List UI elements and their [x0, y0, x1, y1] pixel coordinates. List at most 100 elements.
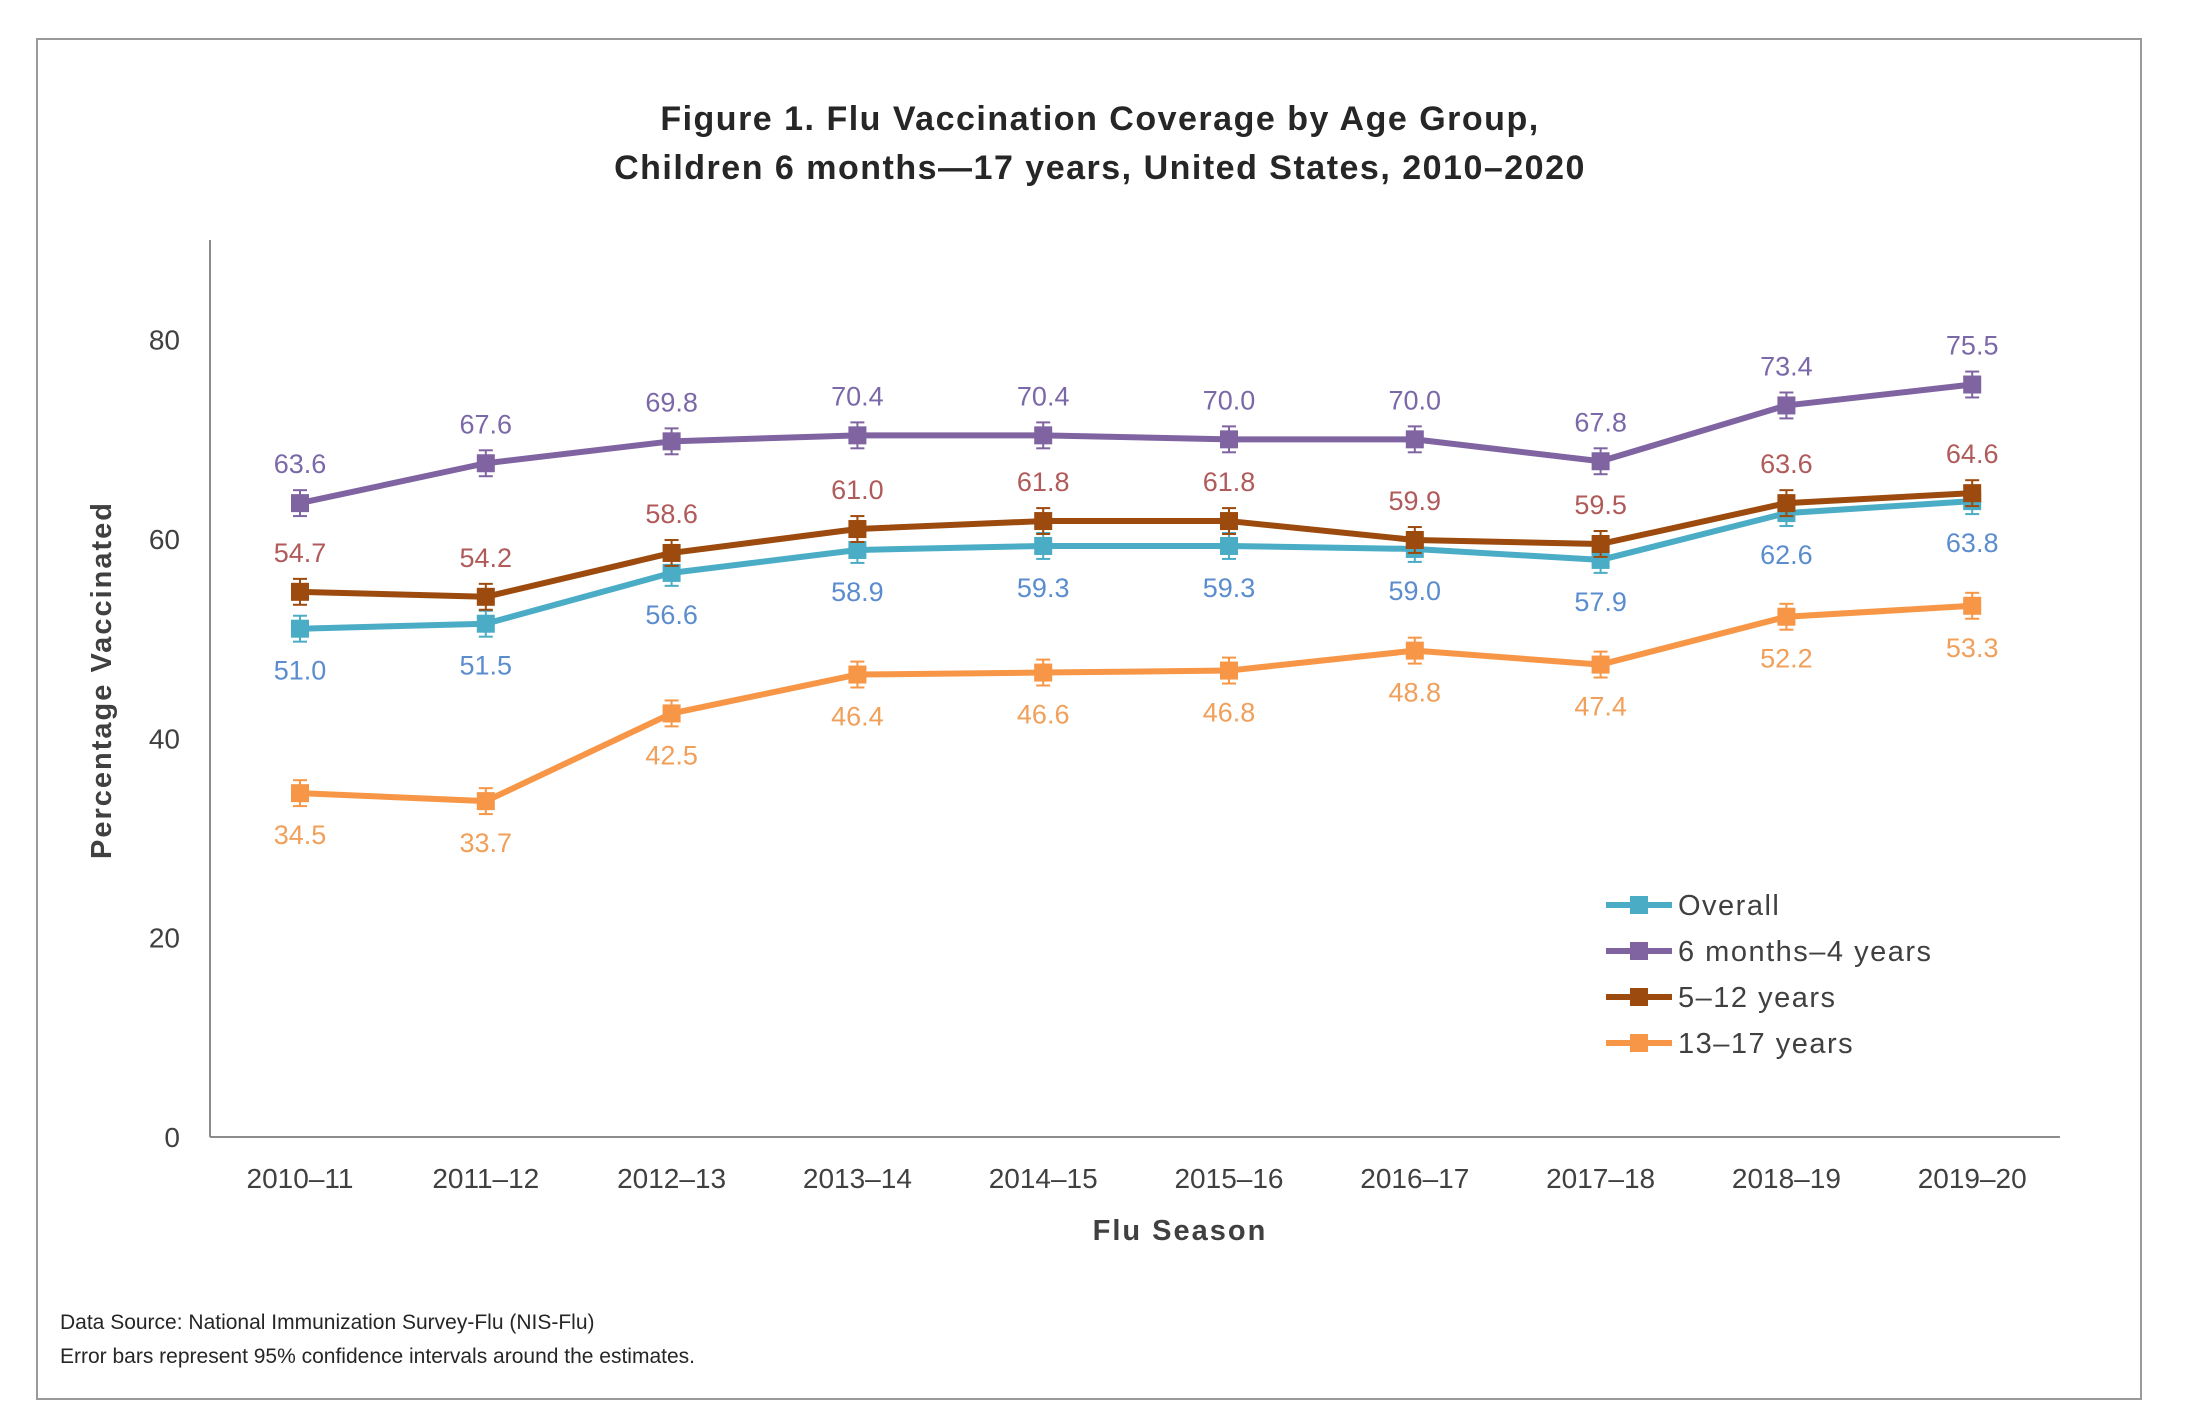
data-label: 51.5 [460, 651, 513, 681]
x-tick-label: 2015–16 [1174, 1163, 1283, 1194]
data-point [1220, 512, 1238, 531]
legend-swatch-marker [1630, 988, 1648, 1006]
data-point [662, 543, 681, 562]
series-3 [291, 591, 1982, 816]
data-point [476, 587, 495, 606]
y-tick-label: 40 [149, 723, 180, 754]
data-label: 63.6 [274, 449, 327, 479]
data-source-note: Data Source: National Immunization Surve… [60, 1311, 595, 1334]
data-label: 70.4 [831, 381, 884, 411]
data-point [848, 520, 867, 539]
data-label: 59.0 [1389, 576, 1442, 606]
data-label: 58.9 [831, 577, 884, 607]
x-tick-label: 2013–14 [803, 1163, 912, 1194]
chart-frame [36, 38, 2142, 1400]
data-label: 63.8 [1946, 528, 1999, 558]
data-label: 73.4 [1760, 351, 1813, 381]
y-axis-label: Percentage Vaccinated [86, 501, 118, 859]
series-layer [291, 370, 1982, 816]
x-tick-label: 2014–15 [989, 1163, 1098, 1194]
data-point [848, 426, 867, 445]
legend-label: 5–12 years [1678, 982, 1837, 1014]
chart-axes [209, 240, 2060, 1138]
data-label: 69.8 [645, 387, 698, 417]
data-point [291, 494, 309, 513]
y-tick-labels: 0 20 40 60 80 [149, 325, 180, 1153]
data-point [1220, 536, 1238, 555]
legend-item: 6 months–4 years [1606, 936, 1931, 968]
legend-label: Overall [1678, 890, 1780, 922]
y-tick-label: 0 [164, 1122, 180, 1153]
data-point [291, 582, 309, 601]
data-label: 46.6 [1017, 700, 1070, 730]
data-label: 62.6 [1760, 540, 1813, 570]
data-point [1034, 663, 1053, 682]
data-label: 58.6 [645, 499, 698, 529]
data-label: 70.0 [1203, 385, 1256, 415]
data-point [1405, 530, 1424, 549]
data-label: 57.9 [1574, 587, 1627, 617]
data-label: 56.6 [645, 600, 698, 630]
legend-label: 13–17 years [1678, 1028, 1854, 1060]
legend-swatch-marker [1630, 942, 1648, 960]
x-tick-labels: 2010–11 2011–12 2012–13 2013–14 2014–15 2015–… [247, 1163, 2027, 1194]
data-point [1034, 512, 1053, 531]
legend-item: Overall [1606, 890, 1780, 922]
data-label: 64.6 [1946, 439, 1999, 469]
data-label: 42.5 [645, 740, 698, 770]
x-tick-label: 2012–13 [617, 1163, 726, 1194]
data-point [1963, 375, 1982, 394]
data-label: 61.0 [831, 475, 884, 505]
error-bars-note: Error bars represent 95% confidence inte… [60, 1345, 695, 1368]
data-label: 67.6 [460, 409, 513, 439]
x-tick-label: 2019–20 [1918, 1163, 2027, 1194]
legend-swatch-marker [1630, 1034, 1648, 1052]
data-point [1034, 426, 1053, 445]
data-point [1405, 641, 1424, 660]
data-point [848, 665, 867, 684]
y-tick-label: 20 [149, 923, 180, 954]
x-tick-label: 2017–18 [1546, 1163, 1655, 1194]
data-point [291, 784, 309, 803]
data-label: 54.7 [274, 538, 327, 568]
data-label: 48.8 [1389, 678, 1442, 708]
data-point [291, 619, 309, 638]
data-label: 70.0 [1389, 385, 1442, 415]
data-label: 34.5 [274, 820, 327, 850]
x-tick-label: 2010–11 [247, 1163, 354, 1194]
data-label: 51.0 [274, 656, 327, 686]
legend-swatch-marker [1630, 896, 1648, 914]
data-point [1591, 534, 1610, 553]
data-point [476, 792, 495, 811]
x-tick-label: 2011–12 [432, 1163, 539, 1194]
data-point [1220, 430, 1238, 449]
series-line [299, 381, 1973, 507]
data-point [662, 704, 681, 723]
series-1 [291, 370, 1982, 518]
data-label: 47.4 [1574, 692, 1627, 722]
series-2 [291, 479, 1982, 611]
series-line [299, 602, 1973, 805]
legend: Overall 6 months–4 years 5–12 years 13–17 y… [1606, 890, 1931, 1060]
data-point [848, 540, 867, 559]
data-point [1777, 494, 1796, 513]
chart-subtitle: Children 6 months—17 years, United State… [614, 149, 1586, 187]
data-label: 59.5 [1574, 490, 1627, 520]
data-label: 46.4 [831, 702, 884, 732]
data-label: 52.2 [1760, 644, 1813, 674]
data-label: 61.8 [1203, 467, 1256, 497]
data-label: 59.9 [1389, 486, 1442, 516]
data-label: 33.7 [460, 828, 513, 858]
data-label: 61.8 [1017, 467, 1070, 497]
y-tick-label: 60 [149, 524, 180, 555]
data-label: 53.3 [1946, 633, 1999, 663]
legend-item: 5–12 years [1606, 982, 1837, 1014]
data-label: 67.8 [1574, 407, 1627, 437]
data-labels-layer: 51.0 51.5 56.6 58.9 59.3 59.3 59.0 57.9 62.6 63.8… [274, 331, 1999, 859]
data-point [476, 614, 495, 633]
data-point [1220, 661, 1238, 680]
series-line [299, 498, 1973, 632]
data-label: 59.3 [1017, 573, 1070, 603]
data-label: 59.3 [1203, 573, 1256, 603]
